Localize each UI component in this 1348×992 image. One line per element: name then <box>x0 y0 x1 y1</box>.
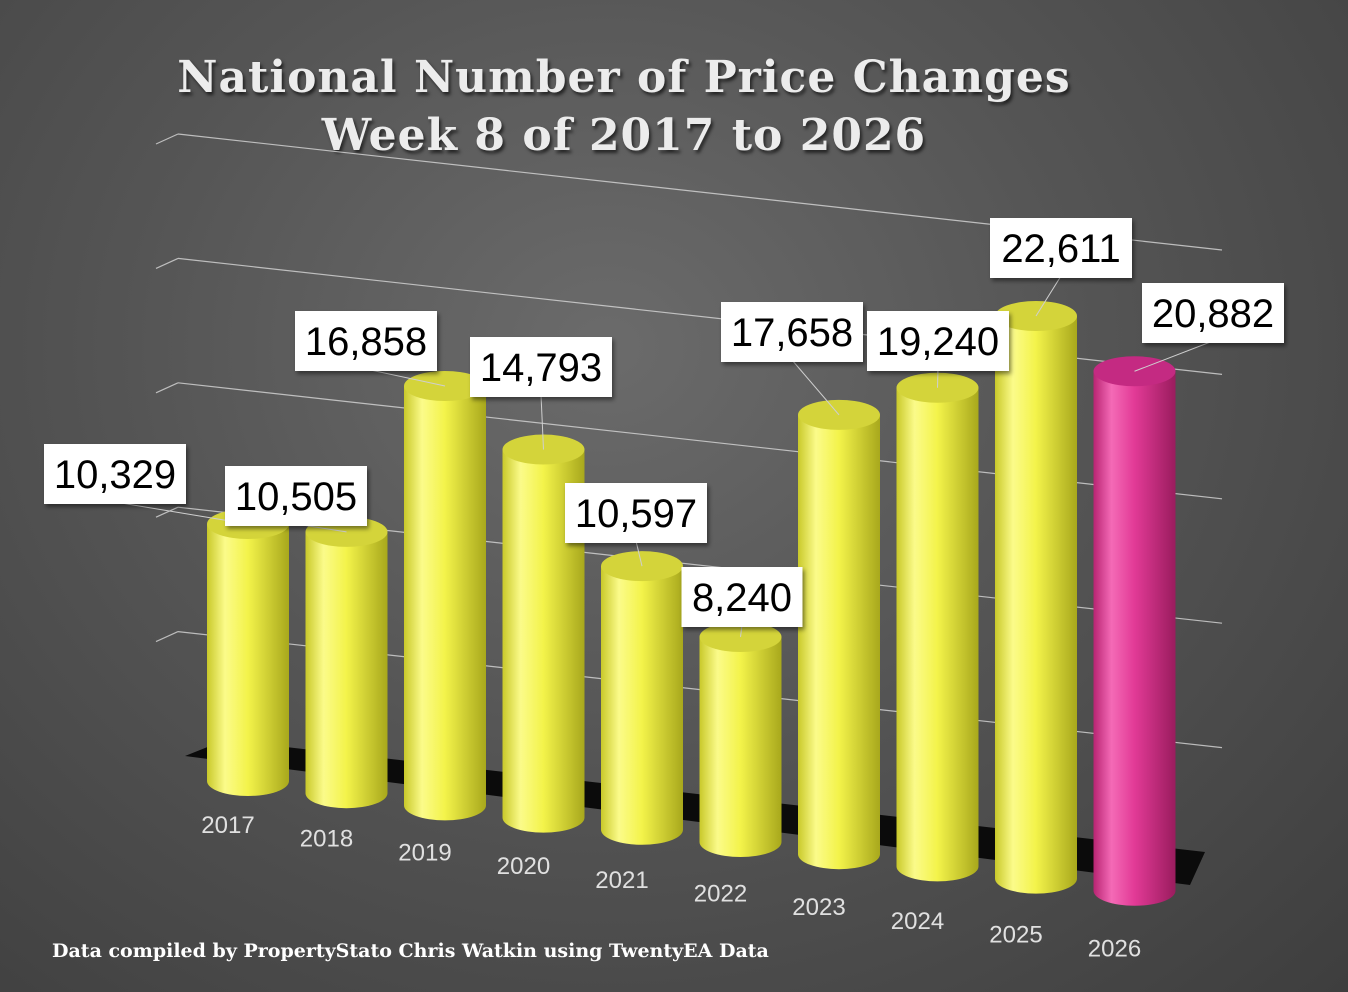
gridline-side <box>155 382 179 394</box>
data-label-2025: 22,611 <box>990 218 1132 278</box>
x-tick-label: 2019 <box>398 839 451 866</box>
bar-2018 <box>305 516 388 809</box>
leader-line <box>635 540 643 567</box>
data-label-box <box>470 337 612 397</box>
data-label-2021: 10,597 <box>565 483 707 543</box>
leader-line <box>365 368 446 387</box>
data-label-text: 22,611 <box>1001 227 1120 271</box>
bar-2022 <box>699 621 782 857</box>
leader-line <box>937 368 939 388</box>
data-label-text: 10,505 <box>235 475 357 519</box>
bar-2026 <box>1093 356 1176 906</box>
data-label-text: 10,597 <box>575 492 697 536</box>
data-label-box <box>867 311 1009 371</box>
data-label-2024: 19,240 <box>867 311 1009 371</box>
chart-subtitle: Week 8 of 2017 to 2026 <box>321 110 927 161</box>
leader-line <box>1134 340 1214 372</box>
bar-body <box>404 385 486 821</box>
x-tick-label: 2024 <box>891 908 944 935</box>
bar-body <box>896 387 979 882</box>
x-tick-label: 2017 <box>201 812 254 839</box>
leader-line <box>540 394 544 450</box>
gridline-side <box>155 631 179 643</box>
chart-title: National Number of Price Changes <box>177 52 1071 103</box>
data-label-2018: 10,505 <box>225 466 367 526</box>
data-labels: 10,329 10,505 16,858 14,793 10,597 8,240 17,65… <box>44 218 1284 627</box>
x-tick-label: 2025 <box>989 922 1042 949</box>
data-label-box <box>44 444 186 504</box>
data-label-box <box>295 311 437 371</box>
source-note: Data compiled by PropertyStato Chris Wat… <box>52 940 769 962</box>
data-label-2020: 14,793 <box>470 337 612 397</box>
bar-body <box>699 636 782 857</box>
leader-line <box>1035 275 1062 317</box>
data-label-text: 16,858 <box>305 320 427 364</box>
data-label-2019: 16,858 <box>295 311 437 371</box>
x-tick-label: 2026 <box>1088 935 1141 962</box>
data-label-2017: 10,329 <box>44 444 186 504</box>
data-label-box <box>721 302 863 362</box>
data-label-text: 17,658 <box>731 311 853 355</box>
x-tick-label: 2020 <box>497 853 550 880</box>
data-label-box <box>681 567 803 627</box>
data-label-2022: 8,240 <box>681 567 803 627</box>
data-label-text: 8,240 <box>692 576 792 620</box>
data-label-2023: 17,658 <box>721 302 863 362</box>
bar-body <box>601 566 683 845</box>
bar-2019 <box>404 370 486 821</box>
x-tick-label: 2018 <box>300 826 353 853</box>
bar-body <box>995 316 1077 894</box>
gridline-side <box>155 506 179 518</box>
bar-2021 <box>601 551 683 845</box>
data-label-box <box>225 466 367 526</box>
bar-2024 <box>896 372 979 882</box>
data-label-text: 14,793 <box>480 346 602 390</box>
bar-body <box>502 449 585 833</box>
data-label-2026: 20,882 <box>1142 283 1284 343</box>
bar-2023 <box>798 399 880 870</box>
data-label-text: 10,329 <box>54 453 176 497</box>
data-label-box <box>565 483 707 543</box>
bar-body <box>798 414 880 870</box>
gridline-side <box>155 133 179 145</box>
bar-body <box>305 531 388 809</box>
bar-body <box>1093 371 1176 906</box>
data-label-box <box>990 218 1132 278</box>
x-axis-ticks: 2017 2018 2019 2020 2021 2022 2023 2024 2025 2026 <box>201 812 1141 962</box>
gridline-side <box>155 257 179 269</box>
x-tick-label: 2023 <box>792 894 845 921</box>
data-label-text: 19,240 <box>877 320 999 364</box>
bar-2017 <box>207 509 289 796</box>
data-label-text: 20,882 <box>1152 292 1274 336</box>
data-label-box <box>1142 283 1284 343</box>
x-tick-label: 2022 <box>694 881 747 908</box>
leader-line <box>791 359 840 416</box>
bar-body <box>207 524 289 796</box>
bar-2025 <box>995 301 1077 894</box>
x-tick-label: 2021 <box>595 867 648 894</box>
